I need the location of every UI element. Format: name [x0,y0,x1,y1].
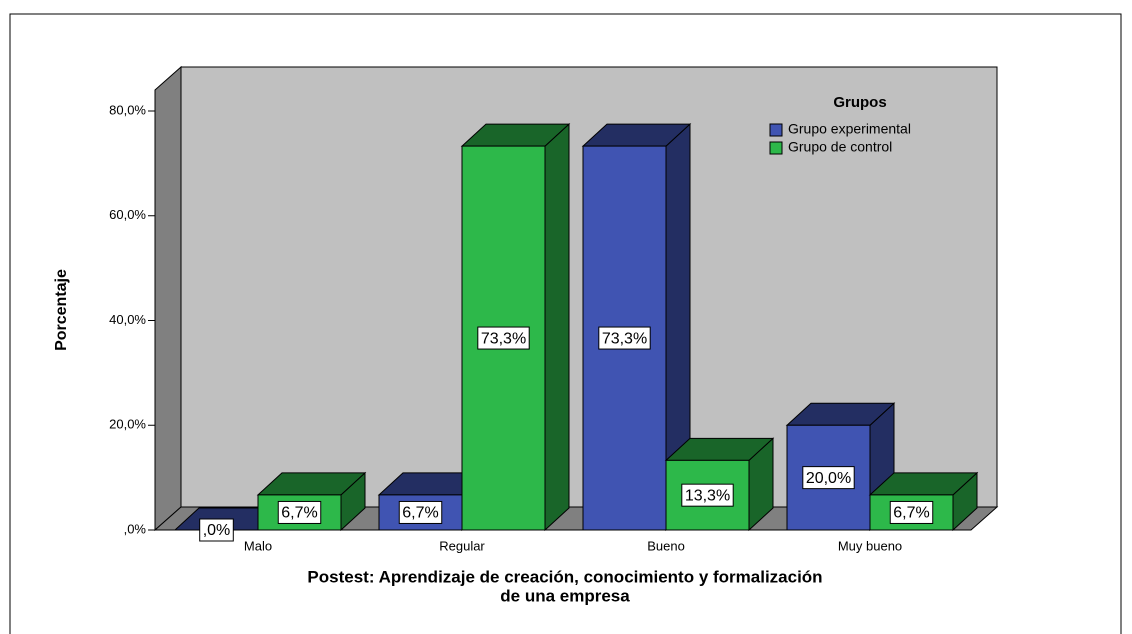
value-label-box [277,500,322,524]
bar [378,494,463,531]
legend-label: Grupo de control [788,139,892,155]
value-label: 73,3% [481,330,526,347]
side-wall [154,65,182,532]
x-tick-label: Regular [439,538,485,553]
value-label-box [598,326,651,350]
value-label-box [398,500,443,524]
value-label-box [681,483,734,507]
value-label-box [802,466,855,490]
y-tick-label: 40,0% [109,312,146,327]
y-tick-label: 80,0% [109,102,146,117]
y-tick-label: 20,0% [109,417,146,432]
value-label: 6,7% [893,505,929,522]
legend-swatch [769,123,783,137]
x-tick-label: Muy bueno [838,538,902,553]
y-tick-label: 60,0% [109,207,146,222]
legend-swatch [769,141,783,155]
value-label: 6,7% [402,505,438,522]
bar-side [544,122,570,532]
x-axis-title: de una empresa [500,586,630,605]
value-label: 20,0% [806,470,851,487]
legend-label: Grupo experimental [788,121,911,137]
y-axis-title: Porcentaje [53,269,70,351]
x-tick-label: Bueno [647,538,685,553]
value-label: 73,3% [602,330,647,347]
x-axis-title: Postest: Aprendizaje de creación, conoci… [307,567,822,586]
value-label: ,0% [203,522,231,539]
value-label-box [889,500,934,524]
legend-title: Grupos [833,94,886,111]
y-tick-label: ,0% [124,521,147,536]
value-label-box [477,326,530,350]
x-tick-label: Malo [244,538,272,553]
value-label-box [199,518,234,542]
value-label: 6,7% [281,505,317,522]
value-label: 13,3% [685,487,730,504]
